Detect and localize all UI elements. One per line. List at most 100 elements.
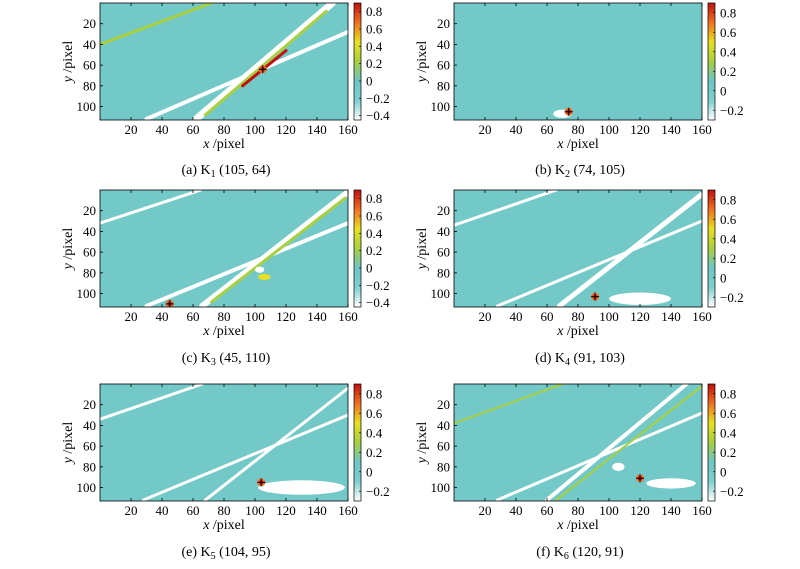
x-tick-label: 60: [541, 503, 554, 518]
y-tick-label: 80: [437, 78, 450, 93]
feature-line: [210, 196, 347, 304]
y-tick-label: 60: [83, 439, 96, 454]
x-tick-label: 100: [599, 503, 619, 518]
x-tick-label: 60: [541, 122, 554, 137]
heatmap-features: [100, 3, 348, 120]
y-tick-label: 20: [437, 397, 450, 412]
x-tick-label: 20: [479, 503, 492, 518]
y-tick-label: 60: [437, 58, 450, 73]
x-tick-label: 120: [276, 309, 296, 324]
colorbar: [353, 189, 362, 308]
y-tick-label: 40: [83, 224, 96, 239]
x-tick-label: 120: [276, 503, 296, 518]
y-axis-label: y /pixel: [415, 41, 430, 85]
colorbar-tick-label: −0.2: [366, 484, 390, 499]
colorbar-tick-label: 0.2: [720, 251, 736, 266]
x-tick-label: 120: [276, 122, 296, 137]
y-tick-label: 80: [437, 265, 450, 280]
feature-line: [192, 3, 336, 120]
x-tick-label: 40: [156, 503, 169, 518]
x-tick-label: 60: [187, 503, 200, 518]
colorbar-tick-label: 0.4: [366, 39, 383, 54]
x-tick-label: 160: [338, 122, 358, 137]
x-tick-label: 100: [245, 122, 265, 137]
heatmap-features: [454, 384, 702, 501]
y-tick-label: 80: [83, 78, 96, 93]
y-tick-label: 40: [437, 224, 450, 239]
colorbar: [707, 383, 716, 502]
colorbar-tick-label: −0.2: [366, 278, 390, 293]
y-tick-label: 60: [83, 245, 96, 260]
x-tick-label: 20: [125, 122, 138, 137]
panel-caption: (d) K4 (91, 103): [535, 351, 625, 368]
colorbar-tick-label: 0.8: [720, 386, 736, 401]
x-tick-label: 160: [692, 309, 712, 324]
x-tick-label: 20: [479, 309, 492, 324]
colorbar: [353, 2, 362, 121]
y-tick-label: 100: [431, 99, 451, 114]
y-tick-label: 40: [83, 418, 96, 433]
colorbar-tick-label: 0: [720, 464, 727, 479]
heatmap-field: [454, 3, 702, 120]
y-tick-label: 20: [83, 397, 96, 412]
colorbar-tick-label: −0.4: [366, 108, 390, 123]
feature-blob: [258, 480, 345, 495]
y-tick-label: 20: [83, 203, 96, 218]
feature-blob: [646, 478, 696, 489]
y-tick-label: 40: [437, 37, 450, 52]
colorbar-tick-label: 0.8: [720, 5, 736, 20]
y-tick-label: 80: [437, 459, 450, 474]
feature-line: [203, 386, 348, 501]
colorbar-tick-label: 0.8: [366, 386, 382, 401]
x-tick-label: 100: [245, 309, 265, 324]
heatmap-features: [100, 384, 348, 501]
y-axis-label: y /pixel: [415, 422, 430, 466]
x-tick-label: 80: [218, 309, 231, 324]
heatmap-features: [100, 190, 348, 307]
colorbar-tick-label: 0.4: [720, 425, 737, 440]
x-tick-label: 160: [338, 309, 358, 324]
y-tick-label: 100: [431, 286, 451, 301]
colorbar-tick-label: 0.8: [366, 4, 382, 19]
x-tick-label: 100: [599, 309, 619, 324]
colorbar-tick-label: 0: [366, 261, 373, 276]
panel-caption: (f) K6 (120, 91): [536, 545, 624, 562]
heatmap-features: [553, 107, 573, 118]
x-tick-label: 140: [661, 309, 681, 324]
peak-marker: [258, 65, 267, 74]
y-tick-label: 60: [83, 58, 96, 73]
x-tick-label: 140: [661, 122, 681, 137]
x-tick-label: 120: [630, 503, 650, 518]
x-tick-label: 160: [692, 503, 712, 518]
colorbar-tick-label: 0.2: [366, 56, 382, 71]
feature-blob: [612, 462, 625, 471]
peak-marker: [257, 478, 266, 487]
x-tick-label: 140: [307, 309, 327, 324]
panel-caption: (e) K5 (104, 95): [182, 545, 271, 562]
x-tick-label: 120: [630, 122, 650, 137]
colorbar-tick-label: 0.8: [366, 191, 382, 206]
x-axis-label: x /pixel: [556, 137, 599, 152]
colorbar-tick-label: 0.6: [366, 22, 383, 37]
colorbar-tick-label: 0.2: [366, 243, 382, 258]
x-tick-label: 40: [510, 503, 523, 518]
y-axis-label: y /pixel: [415, 228, 430, 272]
x-tick-label: 60: [187, 122, 200, 137]
feature-blob: [609, 292, 671, 305]
x-tick-label: 40: [156, 122, 169, 137]
x-tick-label: 80: [572, 503, 585, 518]
peak-marker: [636, 474, 644, 483]
y-tick-label: 60: [437, 245, 450, 260]
colorbar-tick-label: 0: [720, 83, 727, 98]
x-axis-label: x /pixel: [202, 518, 245, 533]
x-axis-label: x /pixel: [202, 324, 245, 339]
feature-blob: [258, 273, 271, 281]
colorbar-tick-label: 0.6: [720, 406, 737, 421]
colorbar: [707, 2, 716, 121]
x-tick-label: 20: [479, 122, 492, 137]
peak-marker: [591, 292, 600, 301]
colorbar-tick-label: −0.2: [720, 484, 744, 499]
colorbar-tick-label: 0.4: [720, 231, 737, 246]
x-tick-label: 140: [307, 503, 327, 518]
